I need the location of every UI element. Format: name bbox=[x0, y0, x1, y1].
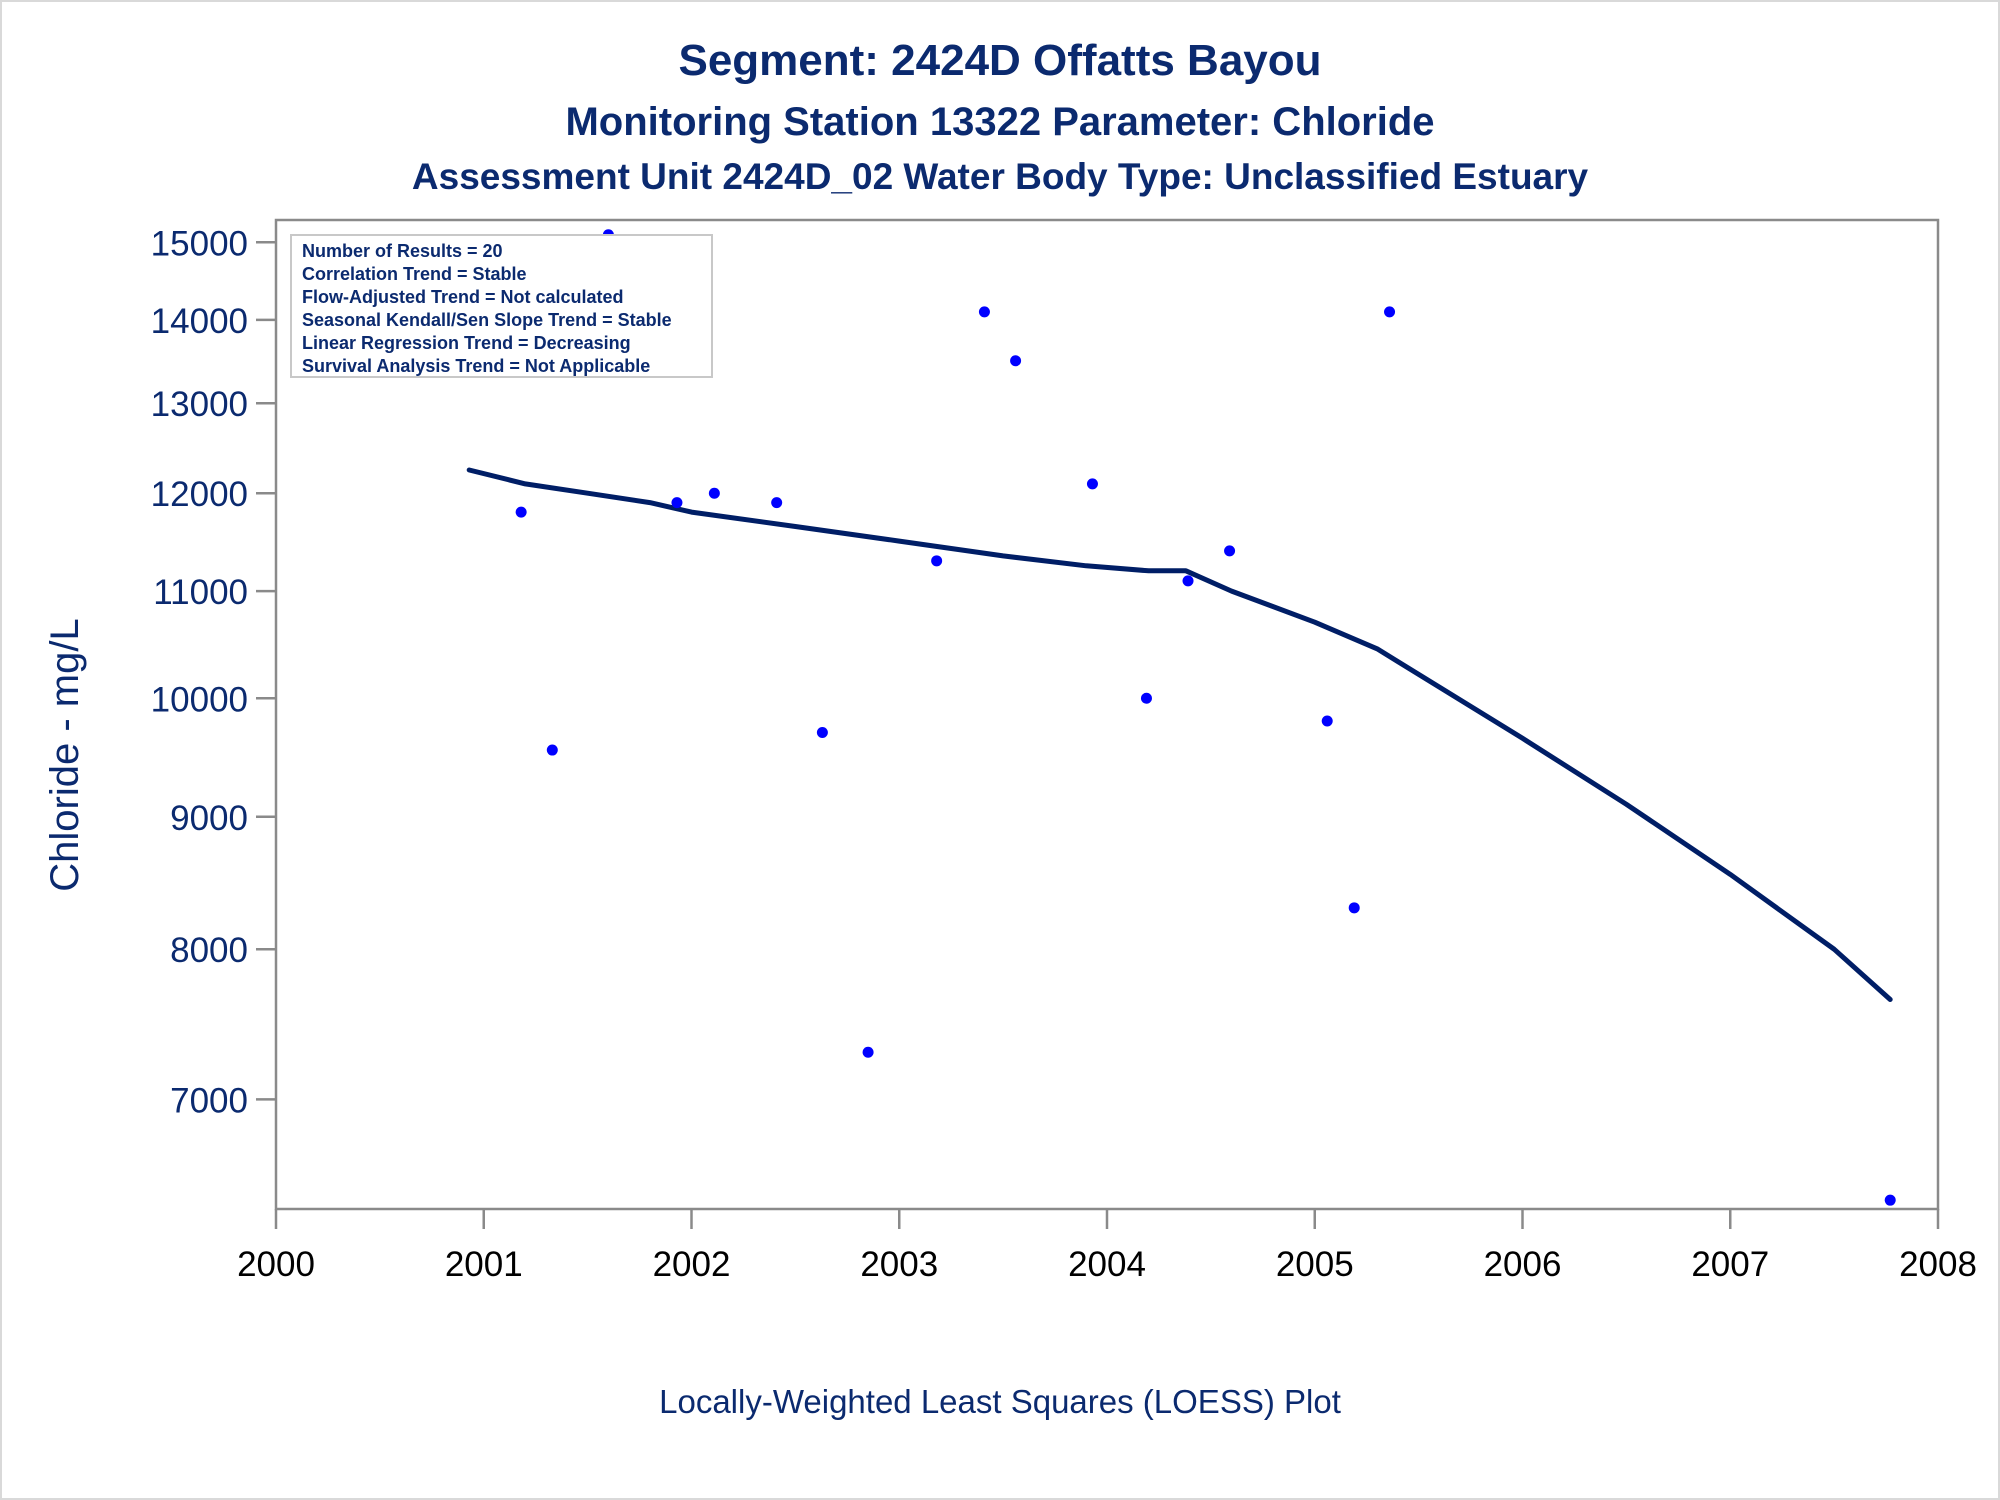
y-tick-label: 12000 bbox=[151, 475, 248, 514]
data-point bbox=[862, 1046, 874, 1058]
data-point bbox=[1384, 306, 1396, 318]
info-box-line: Correlation Trend = Stable bbox=[302, 264, 527, 284]
x-axis: 2000 2001 2002 2003 2004 2005 2006 2007 2008 bbox=[237, 1209, 1977, 1284]
x-tick-label: 2001 bbox=[445, 1245, 523, 1284]
info-box-line: Seasonal Kendall/Sen Slope Trend = Stabl… bbox=[302, 310, 672, 330]
y-tick-label: 13000 bbox=[151, 385, 248, 424]
info-box-border bbox=[290, 234, 713, 378]
data-point bbox=[1182, 575, 1194, 587]
info-box-line: Number of Results = 20 bbox=[302, 241, 503, 261]
data-point bbox=[978, 306, 990, 318]
chart-footnote: Locally-Weighted Least Squares (LOESS) P… bbox=[659, 1383, 1341, 1420]
x-tick-label: 2004 bbox=[1068, 1245, 1146, 1284]
x-tick-label: 2003 bbox=[860, 1245, 938, 1284]
x-tick-label: 2007 bbox=[1691, 1245, 1769, 1284]
data-point bbox=[1140, 692, 1152, 704]
y-tick-label: 14000 bbox=[151, 302, 248, 341]
data-point bbox=[1010, 355, 1022, 367]
data-point bbox=[1224, 545, 1236, 557]
y-axis-label: Chloride - mg/L bbox=[43, 618, 87, 891]
x-tick-label: 2006 bbox=[1484, 1245, 1562, 1284]
data-point bbox=[1348, 902, 1360, 914]
chart-title: Segment: 2424D Offatts Bayou bbox=[678, 36, 1322, 85]
data-point bbox=[1321, 715, 1333, 727]
x-tick-label: 2008 bbox=[1899, 1245, 1977, 1284]
y-tick-label: 10000 bbox=[151, 680, 248, 719]
y-tick-label: 15000 bbox=[151, 224, 248, 263]
x-tick-label: 2000 bbox=[237, 1245, 315, 1284]
data-point bbox=[1884, 1194, 1896, 1206]
loess-line bbox=[466, 467, 1893, 1002]
x-tick-label: 2005 bbox=[1276, 1245, 1354, 1284]
y-tick-label: 9000 bbox=[170, 799, 248, 838]
trend-info-box: Number of Results = 20 Correlation Trend … bbox=[290, 234, 713, 378]
data-point bbox=[708, 487, 720, 499]
data-point bbox=[771, 497, 783, 509]
data-point bbox=[816, 727, 828, 739]
x-tick-label: 2002 bbox=[653, 1245, 731, 1284]
y-tick-label: 11000 bbox=[153, 573, 248, 612]
chart-subtitle-2: Assessment Unit 2424D_02 Water Body Type… bbox=[411, 156, 1589, 197]
chart-subtitle: Monitoring Station 13322 Parameter: Chlo… bbox=[565, 100, 1435, 144]
y-axis: 7000 8000 9000 10000 11000 12000 13000 14000 150… bbox=[151, 224, 276, 1120]
y-tick-label: 8000 bbox=[170, 931, 248, 970]
data-point bbox=[671, 497, 683, 509]
data-point bbox=[546, 744, 558, 756]
data-point bbox=[515, 506, 527, 518]
info-box-line: Linear Regression Trend = Decreasing bbox=[302, 333, 631, 353]
info-box-line: Flow-Adjusted Trend = Not calculated bbox=[302, 287, 624, 307]
info-box-line: Survival Analysis Trend = Not Applicable bbox=[302, 356, 650, 376]
data-point bbox=[1086, 478, 1098, 490]
data-point bbox=[931, 555, 943, 567]
y-tick-label: 7000 bbox=[170, 1081, 248, 1120]
